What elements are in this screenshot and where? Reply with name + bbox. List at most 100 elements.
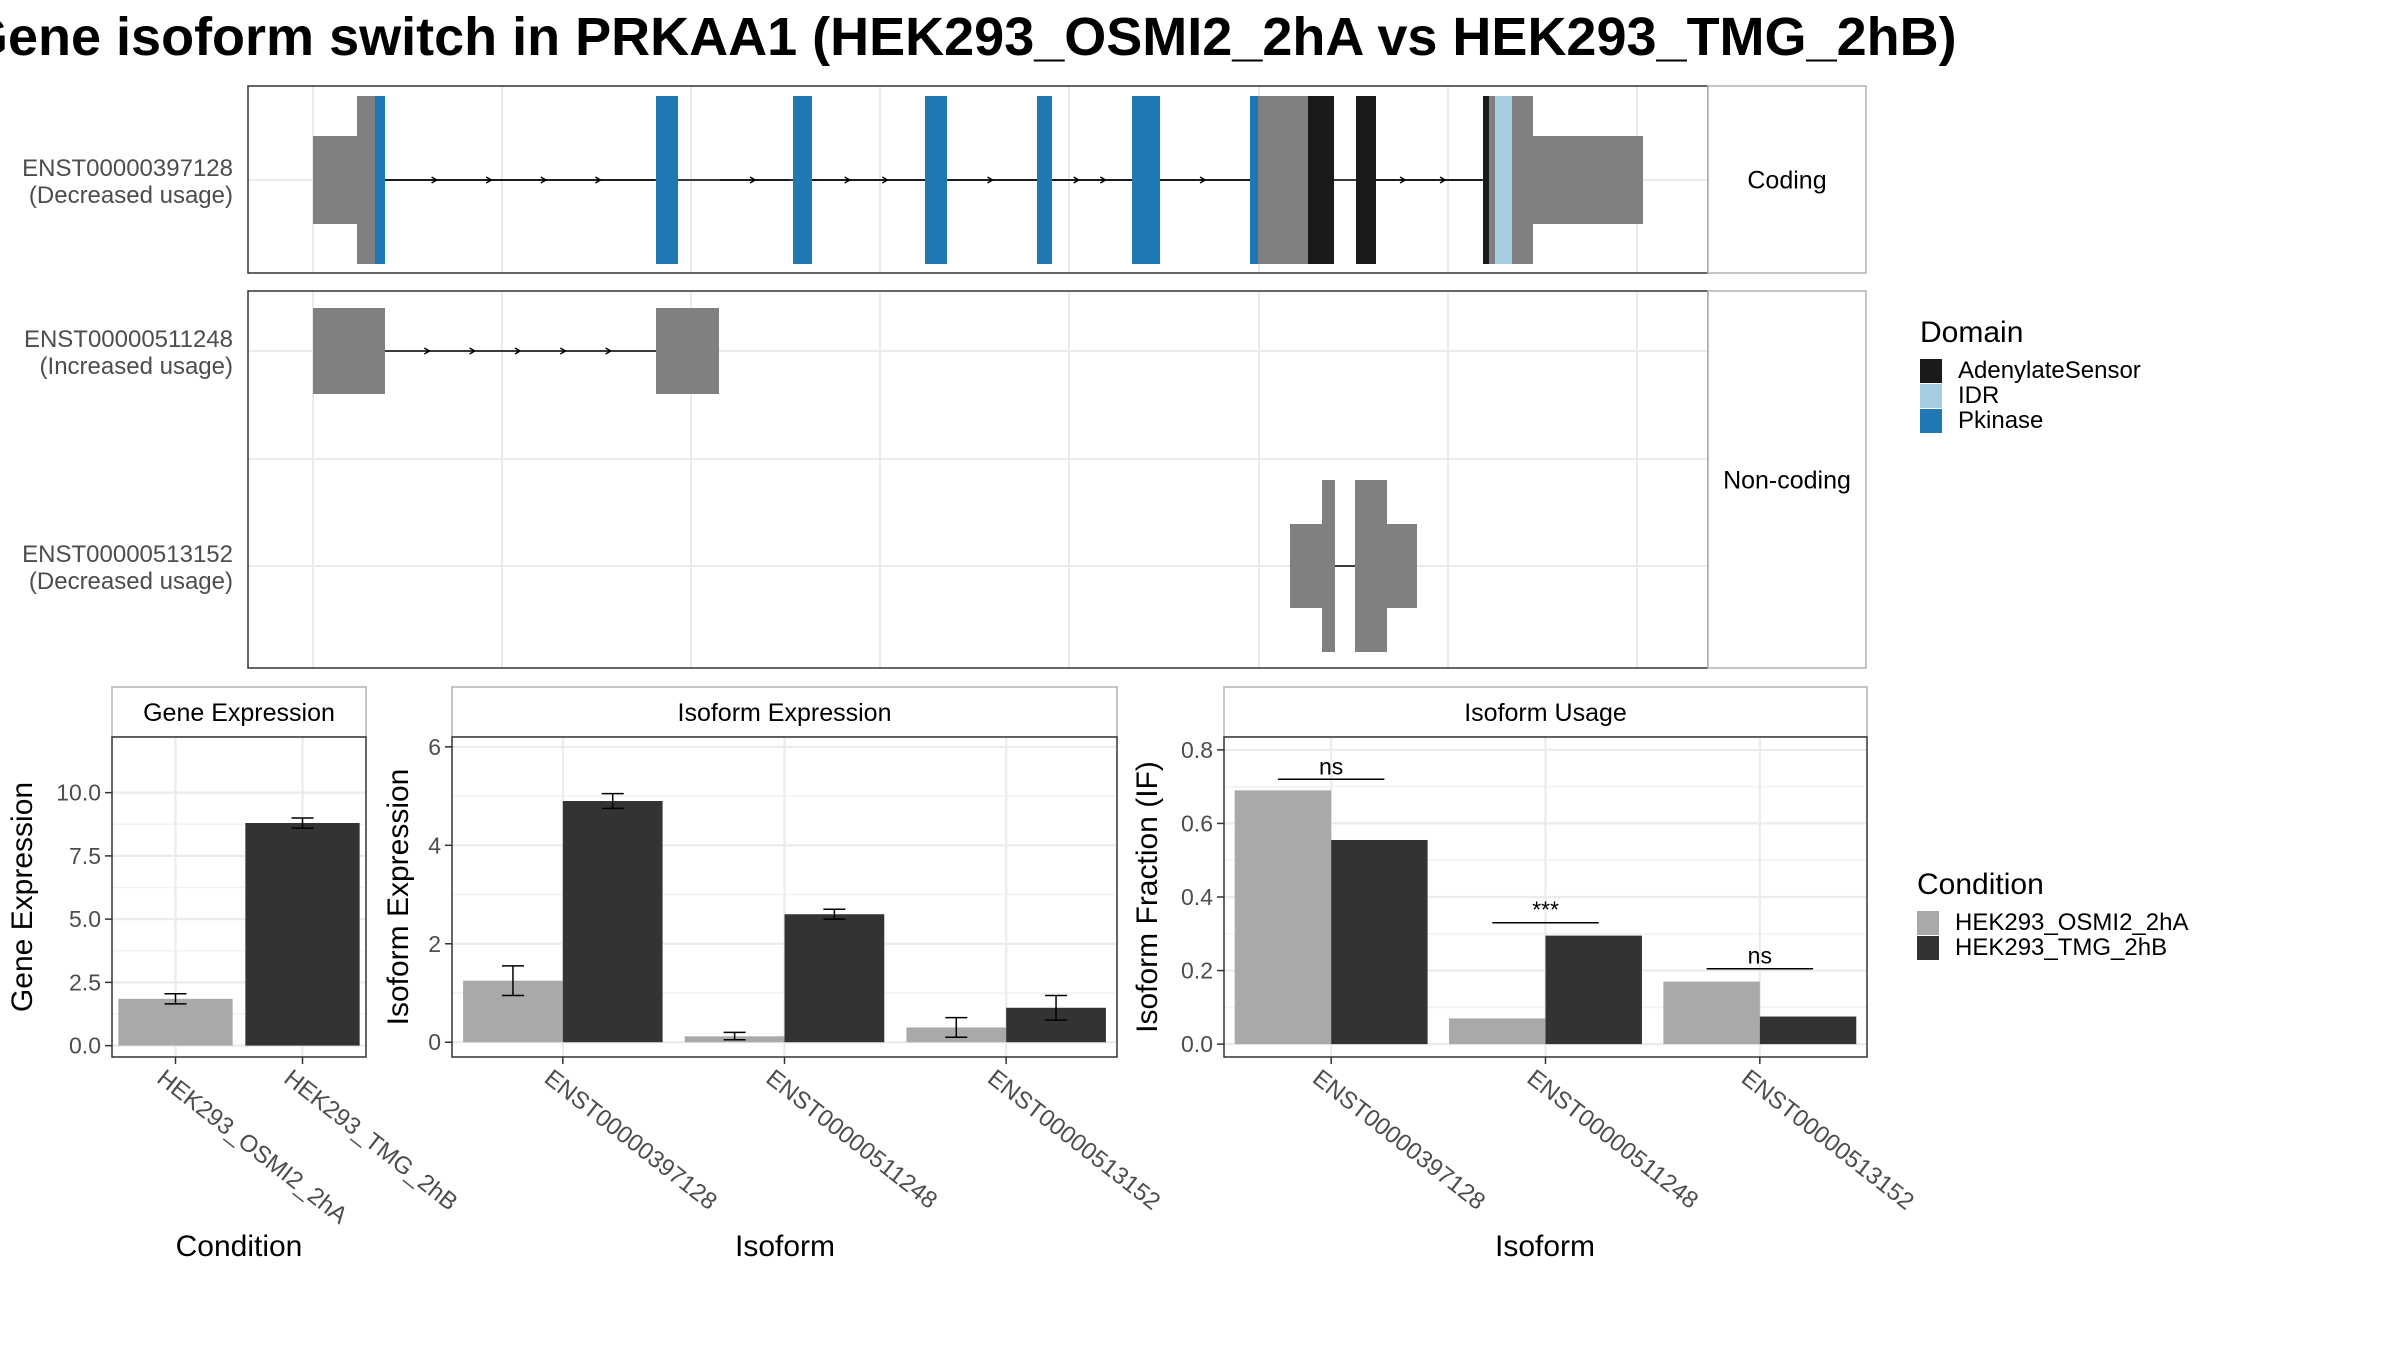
domain-pkinase [1037,96,1052,264]
x-tick-label: ENST00000513152 [1736,1064,1919,1215]
intron-arrow [595,176,602,184]
intron-arrow [605,347,613,355]
intron-arrow [749,176,757,184]
legend-item-pkinase: Pkinase [1920,406,2141,434]
y-tick-label: 4 [428,832,441,858]
intron-arrow [1073,176,1081,184]
domain-pkinase [656,96,678,264]
legend-swatch [1917,910,1939,935]
x-tick-label: ENST00000511248 [1522,1064,1703,1214]
intron-arrow [559,347,567,355]
noncoding-facet-background [248,291,1708,668]
noncoding-exon [1322,480,1335,652]
domain-pkinase [1250,96,1258,264]
legend-item-cond1: HEK293_OSMI2_2hA [1917,908,2189,936]
significance-label: ns [1748,943,1772,969]
intron-arrow [431,176,439,184]
legend-item-adenylatesensor: AdenylateSensor [1920,356,2141,384]
isoform-id-label: ENST00000397128 [22,155,233,182]
legend-label: Pkinase [1958,406,2044,434]
intron-arrow [1099,176,1107,184]
isoform-usage-label: (Increased usage) [40,353,233,380]
y-axis-label: Isoform Expression [382,769,415,1026]
intron-arrow [423,347,431,355]
legend-item-cond2: HEK293_TMG_2hB [1917,933,2188,961]
y-tick-label: 0.0 [1181,1031,1213,1057]
bar [1331,839,1428,1045]
intron-arrow [987,176,994,184]
y-tick-label: 0 [428,1029,441,1055]
legend-swatch [1920,383,1942,408]
panel-strip [451,686,1118,738]
exon [1489,96,1495,264]
y-tick-label: 2 [428,931,441,957]
y-tick-label: 10.0 [56,780,101,806]
y-tick-label: 5.0 [69,906,101,932]
y-axis-label: Gene Expression [6,782,39,1012]
y-tick-label: 0.4 [1181,884,1213,910]
legend-label: HEK293_TMG_2hB [1955,933,2168,961]
significance-label: *** [1532,897,1559,923]
bar [245,823,360,1046]
condition-legend: Condition HEK293_OSMI2_2hA HEK293_TMG_2h… [1917,868,2189,961]
y-tick-label: 0.2 [1181,958,1213,984]
intron-arrow [1199,176,1207,184]
domain-legend: Domain AdenylateSensor IDR Pkinase [1920,316,2141,434]
domain-pkinase [925,96,947,264]
intron-arrow [844,176,852,184]
noncoding-exon [1387,524,1417,608]
panel-title: Isoform Usage [1464,699,1627,727]
x-tick-label: ENST00000513152 [982,1064,1165,1215]
domain-legend-title: Domain [1920,316,2024,349]
exon [1258,96,1308,264]
domain-pkinase [793,96,812,264]
domain-adenylatesensor [1483,96,1489,264]
domain-pkinase [1132,96,1160,264]
condition-legend-title: Condition [1917,868,2044,901]
domain-adenylatesensor [1308,96,1334,264]
bar [562,801,663,1043]
panel-strip [111,686,367,738]
isoform-id-label: ENST00000513152 [22,541,233,568]
isoform-usage-label: (Decreased usage) [29,568,233,595]
intron-arrow [485,176,493,184]
x-tick-label: ENST00000511248 [761,1064,942,1214]
legend-label: IDR [1958,381,2000,409]
x-axis-label: Isoform [1495,1230,1595,1263]
facet-strip-label: Non-coding [1723,467,1851,495]
domain-idr [1495,96,1512,264]
noncoding-exon [656,308,719,394]
panel-title: Gene Expression [143,699,335,727]
bar [118,998,233,1046]
y-tick-label: 2.5 [69,969,101,995]
x-axis-label: Condition [176,1230,303,1263]
bar [784,914,885,1043]
intron-arrow [881,176,889,184]
legend-swatch [1917,935,1939,960]
y-tick-label: 7.5 [69,843,101,869]
coding-facet-strip [1707,85,1867,274]
exon [357,96,375,264]
isoform-id-label: ENST00000511248 [24,326,233,353]
bar [1759,1016,1857,1045]
bar [1545,935,1642,1045]
significance-label: ns [1319,753,1343,779]
intron-arrow [1399,176,1407,184]
bar [1449,1018,1546,1045]
y-tick-label: 0.8 [1181,737,1213,763]
legend-label: AdenylateSensor [1958,356,2141,384]
noncoding-facet-strip [1707,290,1867,669]
bar [1663,981,1760,1045]
domain-pkinase [375,96,385,264]
y-tick-label: 6 [428,734,441,760]
isoform-usage-label: (Decreased usage) [29,182,233,209]
intron-arrow [1439,176,1447,184]
legend-label: HEK293_OSMI2_2hA [1955,908,2189,936]
y-axis-label: Isoform Fraction (IF) [1131,761,1164,1033]
y-tick-label: 0.6 [1181,810,1213,836]
intron-arrow [514,347,522,355]
domain-adenylatesensor [1356,96,1376,264]
bar [1234,790,1332,1045]
x-axis-label: Isoform [735,1230,835,1263]
